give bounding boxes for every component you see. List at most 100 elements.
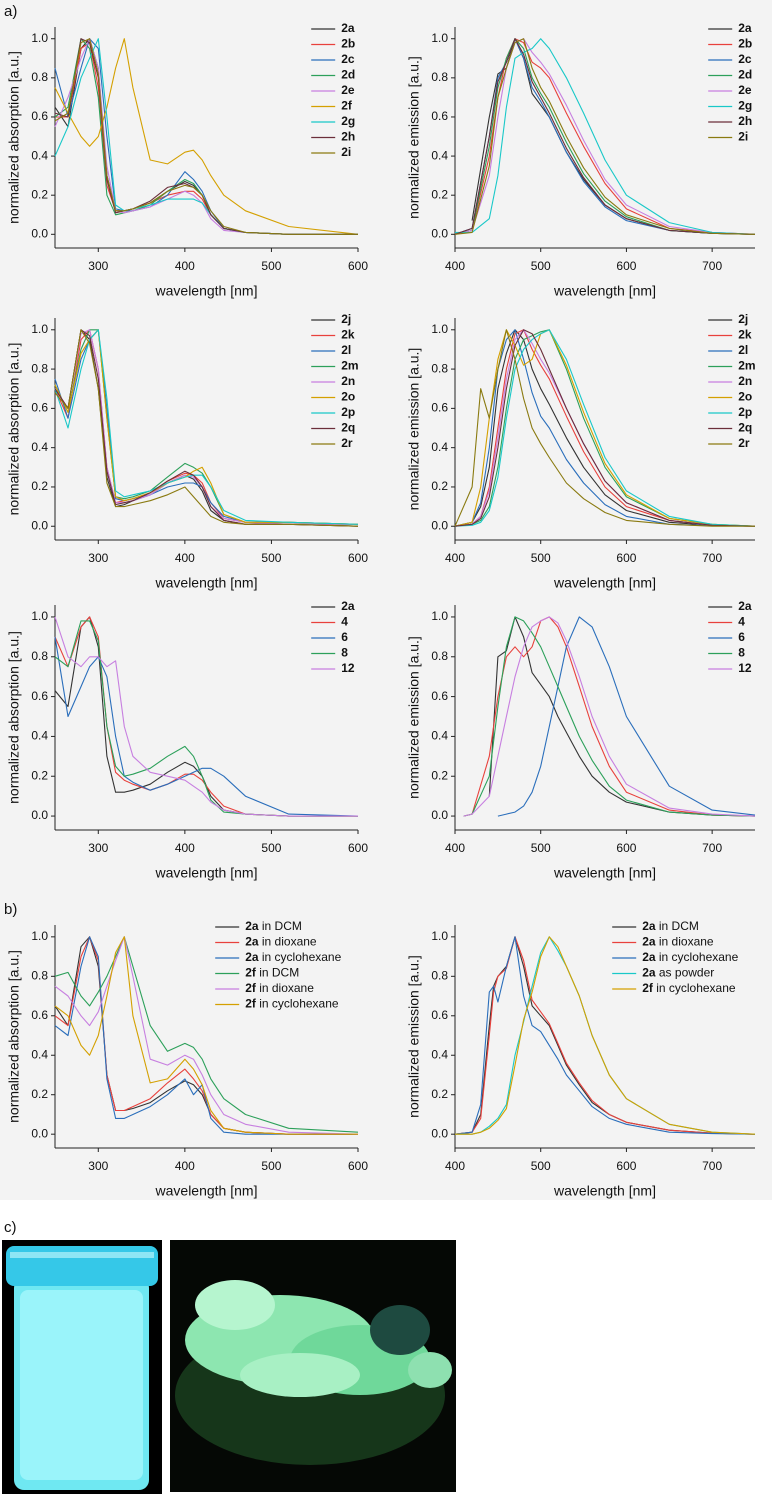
panel-label: a) xyxy=(4,3,17,20)
x-tick-label: 500 xyxy=(531,259,551,273)
x-axis-title: wavelength [nm] xyxy=(553,575,656,591)
x-tick-label: 500 xyxy=(261,1159,281,1173)
x-tick-label: 400 xyxy=(175,841,195,855)
x-tick-label: 600 xyxy=(616,551,636,565)
y-axis-title: normalized emission [a.u.] xyxy=(406,348,422,511)
x-tick-label: 500 xyxy=(531,551,551,565)
y-tick-label: 0.6 xyxy=(31,109,48,123)
legend-label: 4 xyxy=(341,615,348,629)
series-line xyxy=(54,936,359,1135)
y-axis-title: normalized emission [a.u.] xyxy=(406,636,422,799)
x-tick-label: 400 xyxy=(445,551,465,565)
chart: 0.0 0.2 0.4 0.6 0.8 1.0 400 500 600 700 wavelength… xyxy=(406,21,756,299)
legend-label: 2c xyxy=(341,52,355,66)
chart: 0.0 0.2 0.4 0.6 0.8 1.0 400 500 600 700 wavelength… xyxy=(406,599,756,881)
series-line xyxy=(54,620,358,817)
x-tick-label: 500 xyxy=(261,551,281,565)
x-tick-label: 400 xyxy=(445,259,465,273)
legend-label: 2r xyxy=(738,436,750,450)
series-line xyxy=(454,329,756,527)
y-tick-label: 0.0 xyxy=(31,808,48,822)
legend-label: 2p xyxy=(738,405,752,419)
legend-label: 2f in cyclohexane xyxy=(642,981,736,995)
x-tick-label: 700 xyxy=(702,551,722,565)
y-tick-label: 0.0 xyxy=(431,808,448,822)
legend-label: 8 xyxy=(341,646,348,660)
x-tick-label: 700 xyxy=(702,259,722,273)
y-tick-label: 0.6 xyxy=(431,401,448,415)
y-tick-label: 0.4 xyxy=(31,148,48,162)
legend-label: 2a xyxy=(738,599,752,613)
y-tick-label: 0.4 xyxy=(431,440,448,454)
series-line xyxy=(454,38,756,235)
series-line xyxy=(463,616,756,817)
legend-label: 2a in cyclohexane xyxy=(245,950,341,964)
chart: 0.0 0.2 0.4 0.6 0.8 1.0 300 400 500 600 wavelength… xyxy=(6,312,369,591)
legend-label: 2b xyxy=(341,37,355,51)
y-tick-label: 0.8 xyxy=(31,968,48,982)
y-tick-label: 0.8 xyxy=(31,70,48,84)
legend-label: 2a in dioxane xyxy=(245,935,317,949)
x-tick-label: 700 xyxy=(702,841,722,855)
y-tick-label: 0.8 xyxy=(31,361,48,375)
y-axis-title: normalized absorption [a.u.] xyxy=(6,950,22,1123)
legend-label: 2g xyxy=(341,114,355,128)
x-tick-label: 300 xyxy=(88,259,108,273)
x-tick-label: 400 xyxy=(175,259,195,273)
y-tick-label: 0.8 xyxy=(31,649,48,663)
legend-label: 2a in DCM xyxy=(642,919,699,933)
panel-label: c) xyxy=(4,1219,17,1236)
series-line xyxy=(455,38,756,235)
series-line xyxy=(497,616,756,817)
series-line xyxy=(454,329,756,527)
x-tick-label: 400 xyxy=(445,1159,465,1173)
legend-label: 2m xyxy=(738,359,755,373)
legend-label: 2h xyxy=(738,114,752,128)
legend-label: 12 xyxy=(341,661,355,675)
y-tick-label: 1.0 xyxy=(431,929,448,943)
y-tick-label: 0.0 xyxy=(31,1126,48,1140)
y-axis-title: normalized absorption [a.u.] xyxy=(6,343,22,516)
y-tick-label: 0.4 xyxy=(431,1047,448,1061)
series-line xyxy=(54,329,359,527)
x-tick-label: 600 xyxy=(348,551,368,565)
series-line xyxy=(54,38,358,235)
legend-label: 2i xyxy=(341,145,351,159)
y-tick-label: 1.0 xyxy=(31,609,48,623)
x-tick-label: 400 xyxy=(175,551,195,565)
legend-label: 2e xyxy=(738,83,752,97)
y-tick-label: 0.4 xyxy=(431,729,448,743)
legend-label: 4 xyxy=(738,615,745,629)
x-tick-label: 300 xyxy=(88,1159,108,1173)
x-tick-label: 500 xyxy=(261,259,281,273)
x-axis-title: wavelength [nm] xyxy=(553,1183,656,1199)
legend-label: 2e xyxy=(341,83,355,97)
x-tick-label: 400 xyxy=(445,841,465,855)
y-tick-label: 0.4 xyxy=(31,440,48,454)
legend-label: 2a as powder xyxy=(642,966,714,980)
series-line xyxy=(454,329,756,527)
series-line xyxy=(54,936,359,1133)
legend-label: 2q xyxy=(341,421,355,435)
x-tick-label: 600 xyxy=(348,1159,368,1173)
legend-label: 2c xyxy=(738,52,752,66)
legend-label: 2k xyxy=(341,328,355,342)
y-tick-label: 1.0 xyxy=(431,31,448,45)
y-tick-label: 0.0 xyxy=(31,226,48,240)
x-tick-label: 600 xyxy=(616,259,636,273)
series-line xyxy=(54,329,358,525)
legend-label: 2f in DCM xyxy=(245,966,299,980)
x-axis-title: wavelength [nm] xyxy=(155,575,258,591)
legend-label: 8 xyxy=(738,646,745,660)
series-line xyxy=(54,936,358,1135)
legend-label: 2d xyxy=(341,68,355,82)
y-axis-title: normalized emission [a.u.] xyxy=(406,56,422,219)
chart: 0.0 0.2 0.4 0.6 0.8 1.0 400 500 600 700 wavelength… xyxy=(406,919,756,1199)
y-tick-label: 0.2 xyxy=(431,187,448,201)
y-tick-label: 0.6 xyxy=(431,689,448,703)
x-tick-label: 500 xyxy=(531,841,551,855)
x-axis-title: wavelength [nm] xyxy=(553,283,656,299)
chart: 0.0 0.2 0.4 0.6 0.8 1.0 400 500 600 700 wavelength… xyxy=(406,312,756,591)
legend-label: 2l xyxy=(341,343,351,357)
